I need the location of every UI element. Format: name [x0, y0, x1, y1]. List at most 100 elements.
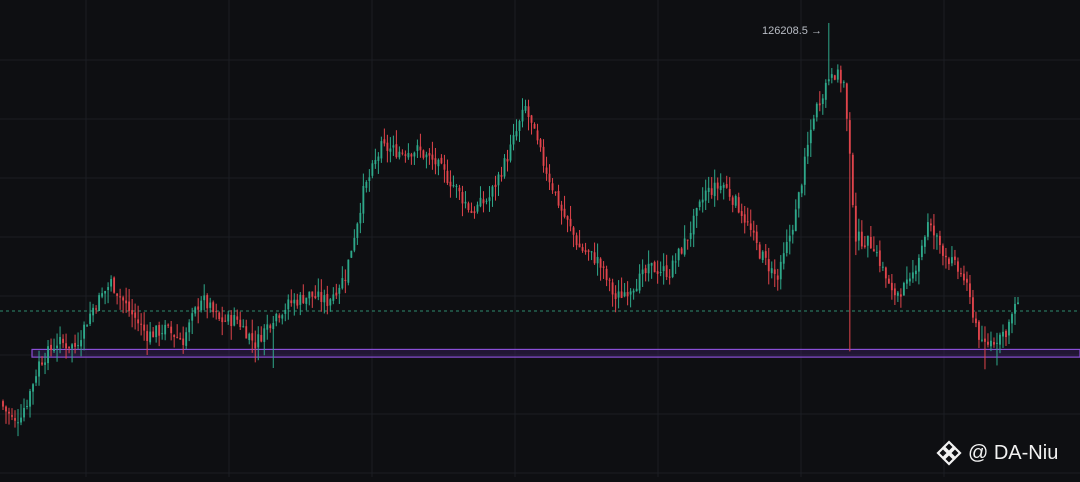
candle	[158, 321, 161, 347]
candle-body	[935, 235, 938, 237]
candle-body	[566, 216, 569, 220]
candle	[41, 356, 43, 366]
candle	[437, 158, 440, 176]
candle-body	[683, 238, 686, 255]
candle	[290, 289, 293, 307]
candle	[707, 176, 710, 203]
candle-body	[713, 182, 716, 197]
candle	[305, 297, 308, 311]
candle	[656, 260, 659, 284]
candle-body	[281, 315, 284, 319]
candle-body	[761, 251, 764, 261]
candle	[167, 323, 170, 328]
candle-body	[893, 288, 896, 296]
candle	[662, 253, 665, 285]
candle	[878, 240, 881, 273]
candle	[987, 333, 989, 348]
candle	[374, 148, 377, 169]
candle	[911, 259, 914, 283]
candle-body	[662, 266, 665, 272]
candle	[1008, 319, 1010, 345]
candle-body	[960, 273, 962, 275]
candle	[749, 209, 752, 237]
candle	[230, 310, 233, 340]
candle	[794, 199, 797, 232]
candle-body	[401, 152, 404, 154]
candle	[17, 409, 19, 437]
candle-body	[65, 343, 67, 349]
candle-body	[647, 263, 650, 274]
candle-body	[263, 328, 266, 342]
candle	[419, 133, 422, 158]
candle-body	[440, 157, 443, 164]
candle-body	[68, 346, 70, 349]
candle	[62, 334, 64, 348]
candle	[5, 405, 7, 424]
candle-body	[680, 248, 683, 254]
candle	[899, 288, 902, 308]
candle	[584, 242, 587, 255]
candle	[287, 294, 290, 320]
candle	[593, 242, 596, 265]
candle-body	[23, 407, 25, 418]
candle	[818, 91, 821, 112]
candle	[827, 22, 830, 86]
candle-body	[560, 204, 563, 211]
candle-body	[344, 279, 347, 281]
candle	[917, 254, 920, 285]
candle-body	[455, 185, 458, 187]
candle-body	[146, 331, 149, 341]
candle	[887, 274, 890, 284]
candle-body	[62, 338, 64, 343]
candle	[863, 236, 866, 249]
candle-body	[461, 191, 464, 204]
candle	[494, 175, 497, 201]
candle	[680, 246, 683, 255]
candle	[734, 194, 737, 208]
candle-body	[272, 322, 275, 330]
candle-body	[614, 293, 617, 300]
candle-body	[407, 152, 410, 158]
candle	[83, 321, 86, 351]
candle-body	[203, 295, 206, 301]
candle-body	[785, 241, 788, 253]
candle	[509, 134, 512, 163]
candle	[611, 278, 614, 307]
candle-body	[593, 252, 596, 264]
candle	[134, 303, 137, 330]
candle	[68, 346, 70, 354]
candle-body	[575, 235, 578, 246]
candle	[500, 166, 503, 182]
candle-body	[584, 250, 587, 253]
candle	[203, 284, 206, 311]
candle-body	[951, 257, 953, 264]
candle-body	[170, 326, 173, 334]
candle	[440, 154, 443, 165]
candle	[635, 278, 638, 292]
candle-body	[464, 201, 467, 204]
candle	[800, 183, 803, 198]
candle-body	[149, 331, 152, 343]
candle-body	[311, 291, 314, 297]
candle-body	[131, 310, 134, 315]
candle	[851, 152, 854, 208]
candle	[605, 265, 608, 287]
candle	[539, 138, 542, 152]
candle-body	[899, 294, 902, 297]
candle-body	[975, 318, 977, 324]
candle	[116, 293, 119, 305]
candle	[113, 276, 116, 294]
candle	[812, 114, 815, 131]
candle-body	[449, 181, 452, 187]
candle-body	[125, 300, 128, 304]
candle	[383, 128, 386, 147]
candle-body	[626, 291, 629, 297]
candle	[914, 265, 917, 282]
candle	[629, 288, 632, 308]
candle-body	[110, 279, 113, 287]
candle-body	[782, 253, 785, 264]
candle-body	[389, 148, 392, 152]
candle-body	[377, 156, 380, 161]
